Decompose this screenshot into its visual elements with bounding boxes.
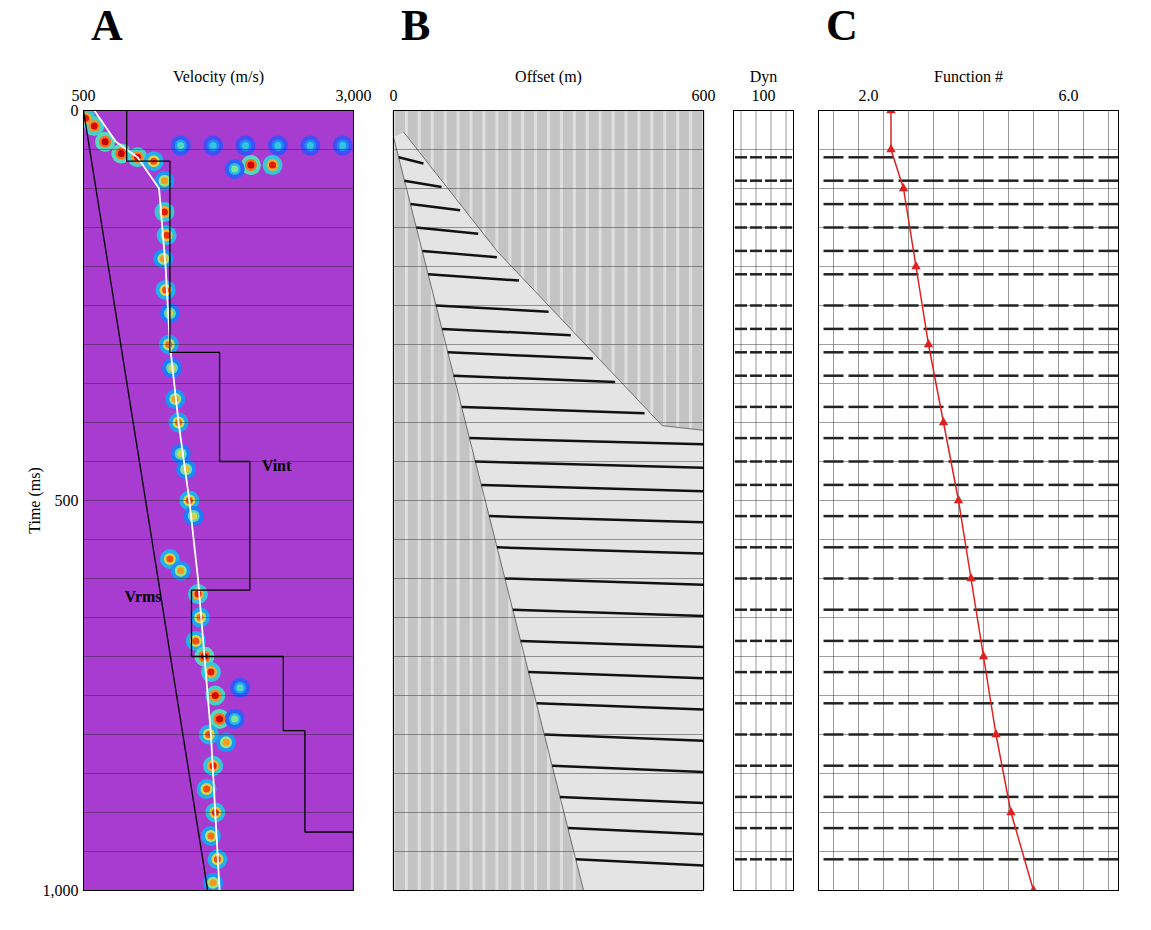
svg-text:Offset (m): Offset (m) bbox=[515, 68, 582, 86]
svg-text:0: 0 bbox=[71, 102, 79, 119]
svg-text:Vint: Vint bbox=[262, 457, 292, 474]
html-text:A: A bbox=[91, 1, 123, 50]
svg-text:500: 500 bbox=[71, 86, 96, 104]
svg-text:6.0: 6.0 bbox=[1059, 87, 1079, 104]
svg-text:1,000: 1,000 bbox=[43, 882, 79, 899]
html-text:C: C bbox=[826, 1, 858, 50]
html-text:B: B bbox=[401, 1, 431, 50]
svg-text:Time (ms): Time (ms) bbox=[26, 467, 44, 534]
svg-text:Velocity (m/s): Velocity (m/s) bbox=[173, 68, 264, 86]
svg-text:600: 600 bbox=[692, 87, 716, 104]
svg-text:Dyn: Dyn bbox=[750, 68, 778, 86]
svg-text:2.0: 2.0 bbox=[859, 87, 879, 104]
svg-text:Vrms: Vrms bbox=[125, 588, 162, 605]
svg-text:500: 500 bbox=[55, 492, 79, 509]
svg-text:3,000: 3,000 bbox=[336, 87, 372, 104]
svg-text:Function #: Function # bbox=[934, 68, 1003, 85]
svg-text:100: 100 bbox=[752, 87, 776, 104]
svg-text:0: 0 bbox=[390, 87, 398, 104]
